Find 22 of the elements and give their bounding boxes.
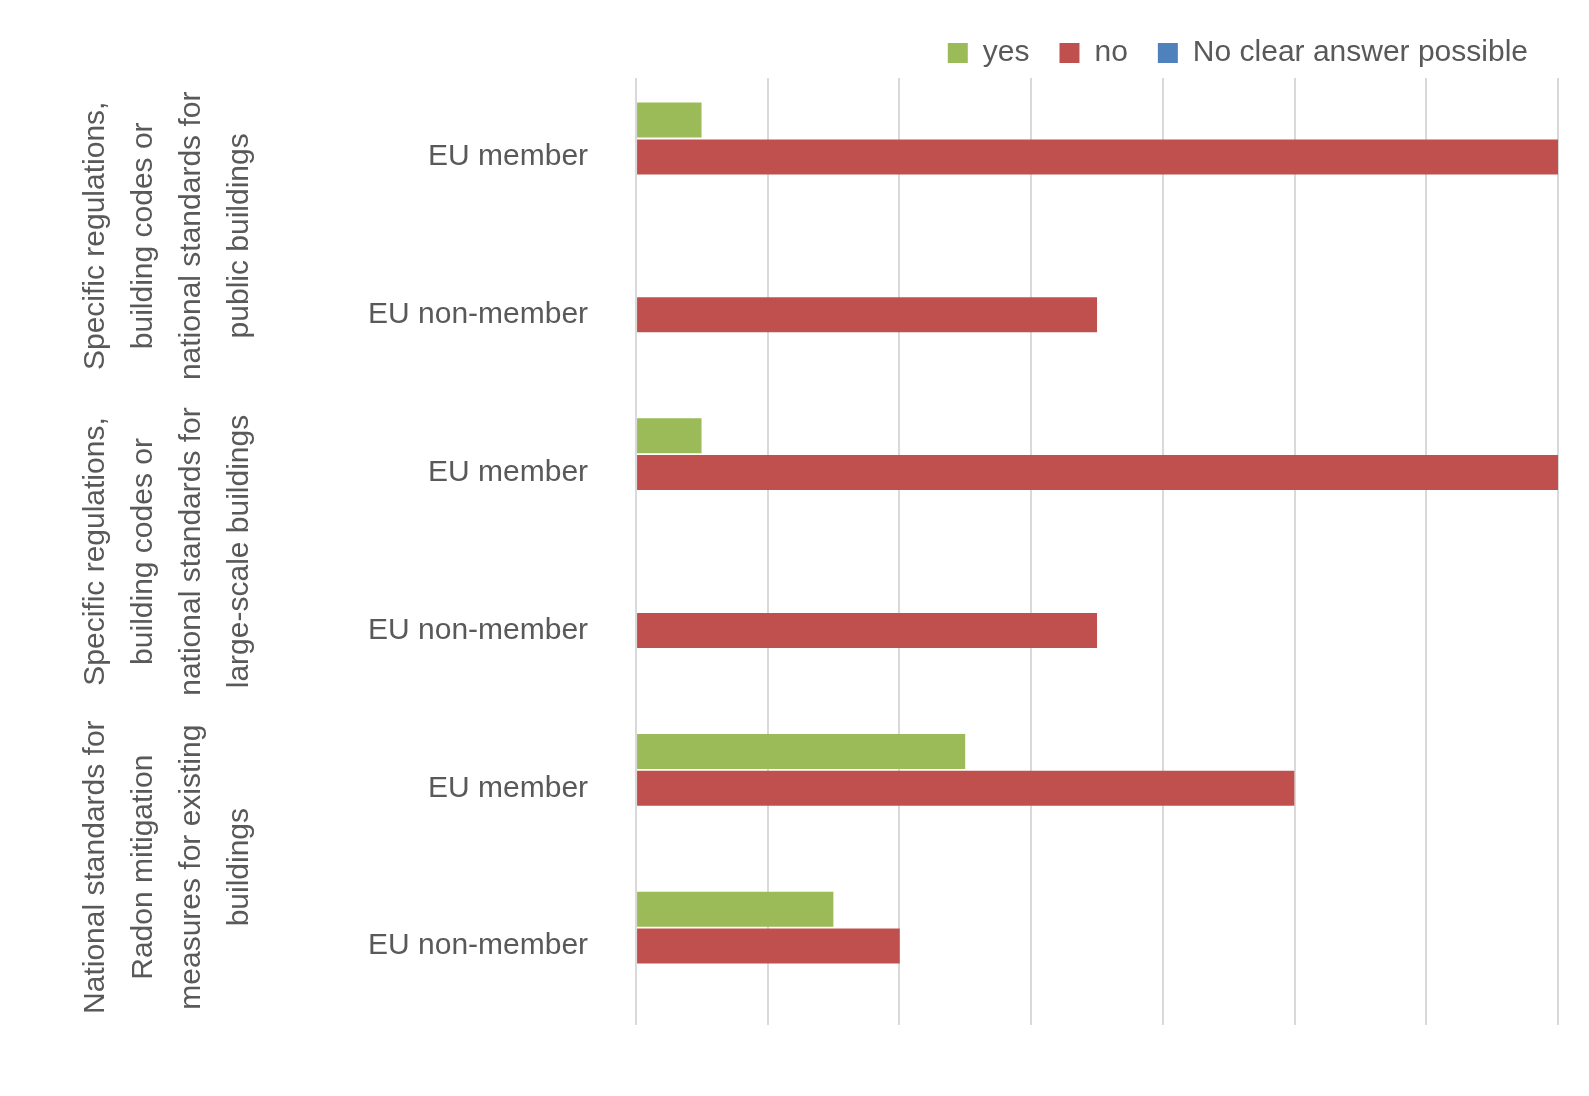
legend-label: No clear answer possible bbox=[1192, 34, 1528, 68]
y-tick-label: EU member bbox=[428, 138, 589, 172]
bar bbox=[637, 733, 966, 769]
bar bbox=[637, 612, 1098, 648]
y-tick-label: EU non-member bbox=[368, 927, 589, 961]
bar bbox=[637, 418, 702, 454]
bar bbox=[637, 297, 1098, 333]
bar bbox=[637, 770, 1295, 806]
bar bbox=[637, 891, 834, 927]
bar bbox=[637, 455, 1558, 491]
text: Specific regulations, building codes or national standards for public buildings bbox=[77, 91, 255, 381]
y-tick-label: EU member bbox=[428, 453, 589, 487]
bar bbox=[637, 928, 900, 964]
legend-label: yes bbox=[982, 34, 1030, 68]
bar bbox=[637, 102, 702, 138]
y-tick-label: EU non-member bbox=[368, 296, 589, 330]
bar bbox=[637, 139, 1558, 175]
text: National standards for Radon mitigation measures for existing buildings bbox=[77, 720, 255, 1014]
y-tick-label: EU member bbox=[428, 769, 589, 803]
legend-label: no bbox=[1094, 34, 1128, 68]
y-tick-label: EU non-member bbox=[368, 611, 589, 645]
text: Specific regulations, building codes or national standards for large-scale buildings bbox=[77, 407, 255, 696]
